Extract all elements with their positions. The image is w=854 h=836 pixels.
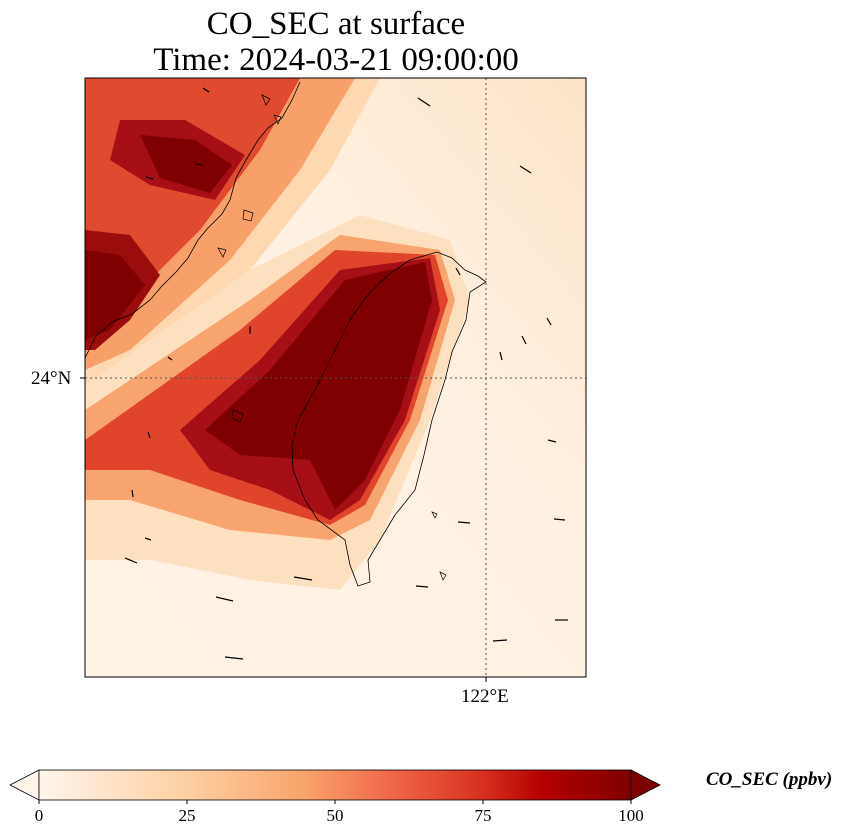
china-islands (217, 94, 447, 581)
lat-tick-label: 24°N (31, 368, 72, 389)
colorbar-tick-100: 100 (618, 806, 644, 825)
colorbar-label: CO_SEC (ppbv) (706, 769, 833, 790)
lon-tick-label: 122°E (461, 686, 509, 707)
plume-south-peak (205, 262, 432, 510)
map-panel (80, 77, 587, 682)
taiwan-coastline (291, 251, 487, 587)
colorbar-tick-0: 0 (34, 806, 44, 825)
colorbar-tick-50: 50 (326, 806, 344, 825)
colorbar-tick-25: 25 (178, 806, 196, 825)
colorbar-extend-min (9, 769, 40, 801)
colorbar (9, 769, 661, 804)
colorbar-extend-max (630, 769, 661, 801)
china-coastline (85, 81, 301, 359)
plume-west-core (85, 250, 145, 340)
concentration-field (85, 78, 586, 677)
plume-north-peak-b (140, 135, 232, 193)
map-title-line2: Time: 2024-03-21 09:00:00 (153, 42, 519, 78)
colorbar-tick-75: 75 (474, 806, 492, 825)
map-title-line1: CO_SEC at surface (206, 6, 466, 42)
colorbar-gradient (38, 769, 632, 801)
wind-vectors (124, 87, 568, 660)
